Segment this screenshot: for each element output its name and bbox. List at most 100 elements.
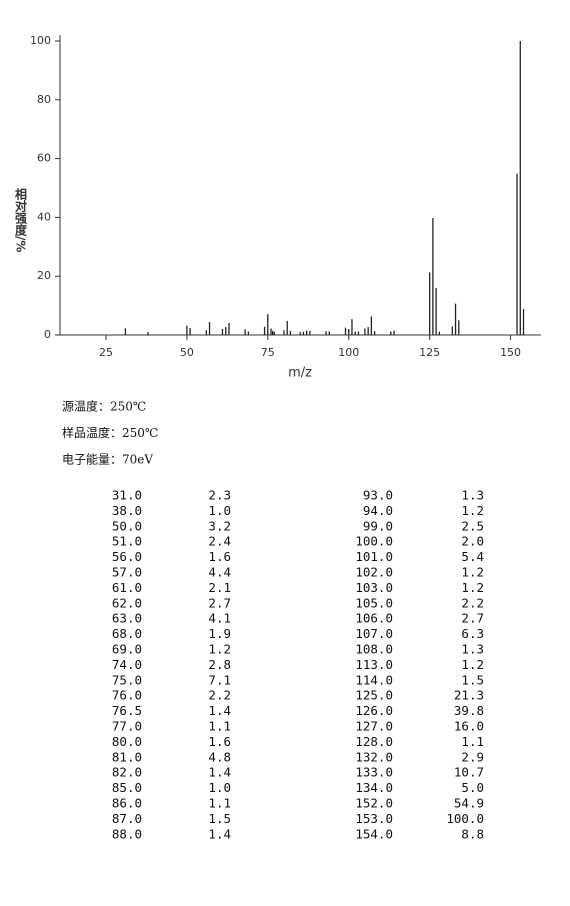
y-tick-label: 60: [37, 152, 51, 165]
y-axis-label: 相对强度/%: [14, 187, 28, 253]
table-cell: 50.0: [112, 518, 142, 533]
table-cell: 88.0: [112, 826, 142, 841]
table-cell: 2.8: [208, 657, 231, 672]
table-cell: 1.1: [208, 719, 231, 734]
table-cell: 8.8: [461, 826, 484, 841]
y-tick-label: 80: [37, 93, 51, 106]
table-cell: 103.0: [355, 580, 393, 595]
table-cell: 1.4: [208, 703, 231, 718]
table-cell: 61.0: [112, 580, 142, 595]
table-cell: 38.0: [112, 503, 142, 518]
table-cell: 1.5: [461, 672, 484, 687]
table-cell: 6.3: [461, 626, 484, 641]
table-cell: 114.0: [355, 672, 393, 687]
table-cell: 68.0: [112, 626, 142, 641]
table-cell: 1.3: [461, 642, 484, 657]
table-cell: 154.0: [355, 826, 393, 841]
table-cell: 1.2: [461, 580, 484, 595]
table-cell: 31.0: [112, 488, 142, 503]
x-tick-label: 75: [261, 346, 275, 359]
table-cell: 2.2: [208, 688, 231, 703]
condition: 源温度：250℃: [62, 399, 146, 414]
table-cell: 2.5: [461, 518, 484, 533]
table-cell: 1.3: [461, 488, 484, 503]
table-cell: 134.0: [355, 780, 393, 795]
condition: 样品温度：250℃: [62, 425, 158, 440]
table-cell: 16.0: [454, 719, 484, 734]
y-tick-label: 40: [37, 210, 51, 223]
table-cell: 81.0: [112, 749, 142, 764]
table-cell: 153.0: [355, 811, 393, 826]
table-cell: 4.4: [208, 565, 231, 580]
table-cell: 10.7: [454, 765, 484, 780]
table-cell: 1.2: [461, 657, 484, 672]
table-cell: 86.0: [112, 796, 142, 811]
table-cell: 128.0: [355, 734, 393, 749]
table-cell: 1.0: [208, 503, 231, 518]
table-cell: 1.5: [208, 811, 231, 826]
table-cell: 3.2: [208, 518, 231, 533]
x-tick-label: 25: [99, 346, 113, 359]
table-cell: 1.2: [461, 503, 484, 518]
table-cell: 62.0: [112, 595, 142, 610]
table-cell: 4.8: [208, 749, 231, 764]
y-tick-label: 20: [37, 269, 51, 282]
table-cell: 4.1: [208, 611, 231, 626]
x-tick-label: 150: [500, 346, 521, 359]
x-tick-label: 50: [180, 346, 194, 359]
table-cell: 2.0: [461, 534, 484, 549]
table-cell: 100.0: [446, 811, 484, 826]
table-cell: 1.6: [208, 734, 231, 749]
table-cell: 2.2: [461, 595, 484, 610]
table-cell: 21.3: [454, 688, 484, 703]
table-cell: 76.5: [112, 703, 142, 718]
table-cell: 126.0: [355, 703, 393, 718]
table-cell: 5.0: [461, 780, 484, 795]
table-cell: 39.8: [454, 703, 484, 718]
table-cell: 1.9: [208, 626, 231, 641]
table-cell: 93.0: [363, 488, 393, 503]
table-cell: 133.0: [355, 765, 393, 780]
table-cell: 80.0: [112, 734, 142, 749]
table-cell: 1.2: [461, 565, 484, 580]
table-cell: 1.0: [208, 780, 231, 795]
table-cell: 2.7: [208, 595, 231, 610]
table-cell: 102.0: [355, 565, 393, 580]
x-axis-label: m/z: [288, 366, 312, 381]
condition: 电子能量：70eV: [62, 453, 153, 467]
table-cell: 74.0: [112, 657, 142, 672]
table-cell: 1.4: [208, 765, 231, 780]
table-cell: 108.0: [355, 642, 393, 657]
table-cell: 105.0: [355, 595, 393, 610]
y-tick-label: 0: [44, 328, 51, 341]
table-cell: 106.0: [355, 611, 393, 626]
table-cell: 2.4: [208, 534, 231, 549]
table-cell: 7.1: [208, 672, 231, 687]
table-cell: 82.0: [112, 765, 142, 780]
table-cell: 125.0: [355, 688, 393, 703]
table-cell: 5.4: [461, 549, 484, 564]
table-cell: 132.0: [355, 749, 393, 764]
x-tick-label: 100: [338, 346, 359, 359]
table-cell: 1.4: [208, 826, 231, 841]
table-cell: 2.1: [208, 580, 231, 595]
table-cell: 51.0: [112, 534, 142, 549]
table-cell: 75.0: [112, 672, 142, 687]
table-cell: 99.0: [363, 518, 393, 533]
y-tick-label: 100: [30, 34, 51, 47]
table-cell: 2.3: [208, 488, 231, 503]
table-cell: 1.6: [208, 549, 231, 564]
table-cell: 127.0: [355, 719, 393, 734]
table-cell: 2.9: [461, 749, 484, 764]
table-cell: 54.9: [454, 796, 484, 811]
table-cell: 113.0: [355, 657, 393, 672]
table-cell: 57.0: [112, 565, 142, 580]
table-cell: 152.0: [355, 796, 393, 811]
table-cell: 69.0: [112, 642, 142, 657]
x-tick-label: 125: [419, 346, 440, 359]
table-cell: 1.2: [208, 642, 231, 657]
table-cell: 94.0: [363, 503, 393, 518]
table-cell: 87.0: [112, 811, 142, 826]
table-cell: 2.7: [461, 611, 484, 626]
